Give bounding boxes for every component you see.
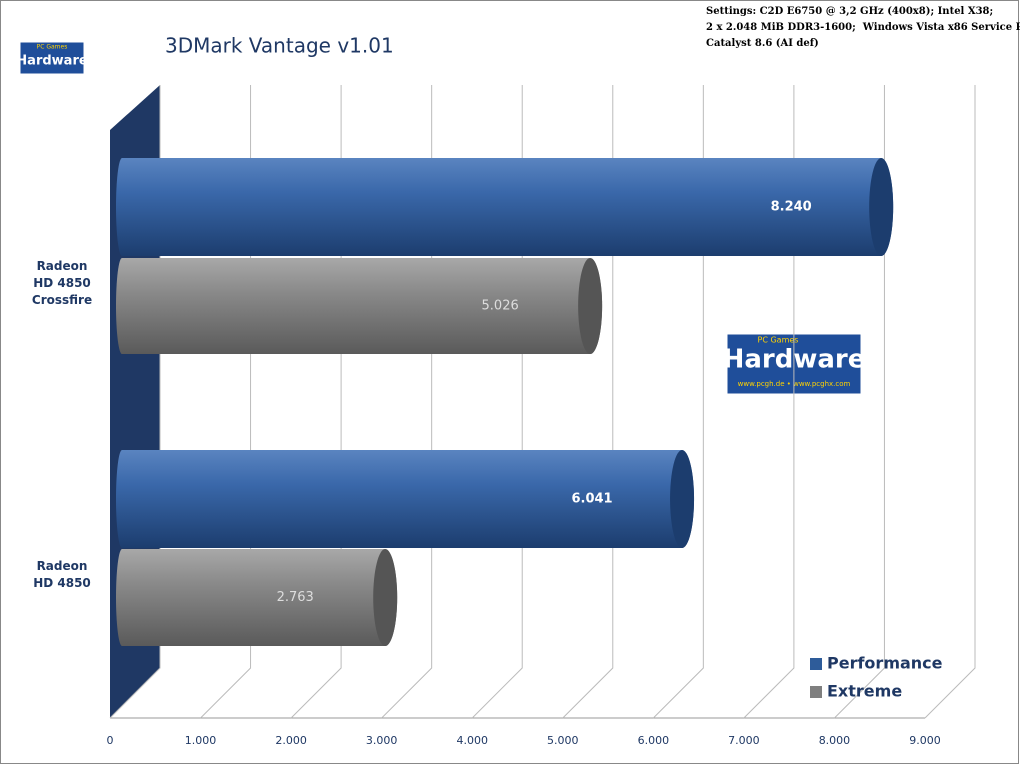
bar bbox=[116, 450, 695, 548]
x-tick-label: 7.000 bbox=[728, 734, 760, 747]
logo-brand: PC Games bbox=[37, 44, 68, 51]
x-tick-label: 3.000 bbox=[366, 734, 398, 747]
bar-body bbox=[116, 158, 894, 256]
x-tick-label: 6.000 bbox=[638, 734, 670, 747]
chart-title: 3DMark Vantage v1.01 bbox=[165, 34, 394, 58]
x-tick-label: 0 bbox=[107, 734, 114, 747]
x-tick-label: 1.000 bbox=[185, 734, 217, 747]
legend-swatch bbox=[810, 658, 822, 670]
bar bbox=[116, 549, 398, 646]
bar-cap bbox=[373, 549, 398, 646]
grid-line bbox=[924, 85, 976, 719]
bar-cap bbox=[578, 258, 603, 354]
legend-label: Performance bbox=[827, 654, 943, 673]
bar-body bbox=[116, 258, 603, 354]
value-label: 2.763 bbox=[277, 590, 314, 605]
bar-cap bbox=[869, 158, 894, 256]
x-tick-label: 8.000 bbox=[819, 734, 851, 747]
settings-line: Settings: C2D E6750 @ 3,2 GHz (400x8); I… bbox=[706, 6, 994, 17]
grid-line bbox=[743, 85, 795, 719]
x-tick-label: 5.000 bbox=[547, 734, 579, 747]
logo-name: Hardware bbox=[16, 54, 88, 69]
legend-swatch bbox=[810, 686, 822, 698]
settings-line: Catalyst 8.6 (AI def) bbox=[706, 38, 819, 49]
bar-cap bbox=[670, 450, 695, 548]
bar-body bbox=[116, 549, 398, 646]
bar bbox=[116, 158, 894, 256]
bar bbox=[116, 258, 603, 354]
x-tick-label: 9.000 bbox=[909, 734, 941, 747]
value-label: 5.026 bbox=[482, 299, 519, 314]
x-tick-label: 2.000 bbox=[275, 734, 307, 747]
bar-body bbox=[116, 450, 695, 548]
x-tick-label: 4.000 bbox=[456, 734, 488, 747]
grid-line bbox=[834, 85, 885, 719]
legend-label: Extreme bbox=[827, 682, 902, 701]
logo-small: PC Games Hardware bbox=[16, 41, 88, 75]
value-label: 8.240 bbox=[771, 200, 812, 215]
value-label: 6.041 bbox=[571, 492, 612, 507]
grid-line bbox=[562, 85, 614, 719]
settings-line: 2 x 2.048 MiB DDR3-1600; Windows Vista x… bbox=[706, 22, 1020, 33]
grid-line bbox=[652, 85, 704, 719]
logo-box bbox=[19, 41, 85, 75]
y-tick-label: Radeon HD 4850 bbox=[33, 559, 91, 590]
y-tick-label: Radeon HD 4850 Crossfire bbox=[31, 259, 93, 307]
logo-brand: PC Games bbox=[758, 336, 799, 345]
